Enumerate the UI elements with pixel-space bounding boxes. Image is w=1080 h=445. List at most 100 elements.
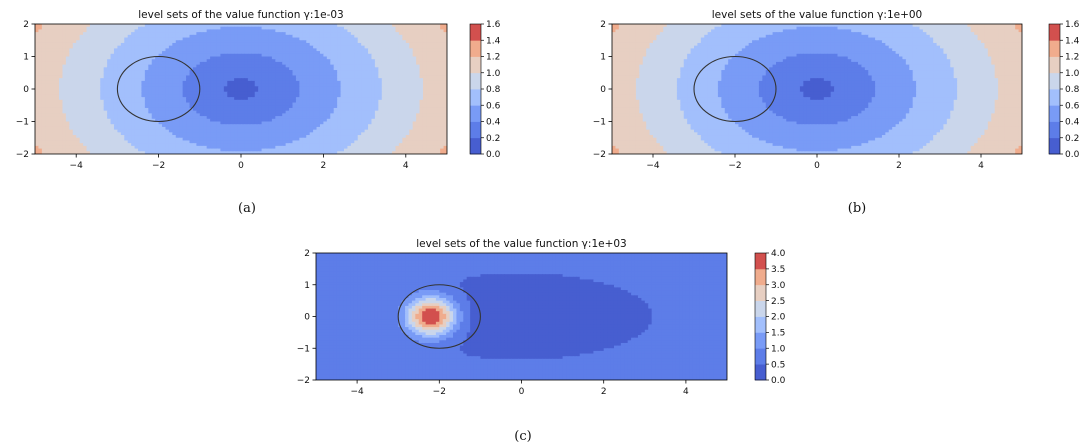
contour-cell xyxy=(162,94,167,98)
contour-cell xyxy=(69,91,74,96)
contour-cell xyxy=(186,78,191,82)
contour-cell xyxy=(409,34,414,39)
contour-cell xyxy=(45,118,50,123)
contour-cell xyxy=(120,135,125,139)
contour-cell xyxy=(436,45,441,49)
contour-cell xyxy=(203,94,208,98)
contour-cell xyxy=(306,129,311,133)
contour-cell xyxy=(151,40,156,44)
contour-cell xyxy=(38,105,43,109)
contour-cell xyxy=(189,91,194,96)
contour-cell xyxy=(223,48,228,52)
contour-cell xyxy=(337,26,342,31)
contour-cell xyxy=(422,113,427,117)
contour-cell xyxy=(141,34,146,39)
contour-cell xyxy=(409,51,414,55)
contour-cell xyxy=(237,124,242,128)
contour-cell xyxy=(148,89,153,93)
contour-cell xyxy=(326,34,331,39)
contour-cell xyxy=(429,126,434,131)
contour-cell xyxy=(175,110,180,114)
contour-cell xyxy=(378,107,383,112)
contour-cell xyxy=(38,124,43,128)
contour-cell xyxy=(302,107,307,112)
contour-cell xyxy=(395,97,400,101)
contour-cell xyxy=(155,126,160,131)
contour-cell xyxy=(405,102,410,106)
contour-cell xyxy=(374,51,379,55)
contour-cell xyxy=(100,51,105,55)
contour-cell xyxy=(282,86,287,90)
contour-cell xyxy=(220,107,225,112)
contour-cell xyxy=(220,45,225,49)
contour-cell xyxy=(275,102,280,106)
contour-cell xyxy=(241,102,246,106)
contour-cell xyxy=(83,83,88,87)
contour-cell xyxy=(258,64,263,68)
contour-cell xyxy=(385,105,390,109)
contour-cell xyxy=(292,107,297,112)
contour-cell xyxy=(182,86,187,90)
contour-cell xyxy=(350,129,355,133)
contour-cell xyxy=(131,135,136,139)
contour-cell xyxy=(213,89,218,93)
contour-cell xyxy=(59,105,64,109)
contour-cell xyxy=(103,107,108,112)
contour-cell xyxy=(223,56,228,60)
contour-cell xyxy=(306,80,311,85)
contour-cell xyxy=(368,121,373,125)
contour-cell xyxy=(172,107,177,112)
contour-cell xyxy=(117,118,122,123)
contour-cell xyxy=(340,51,345,55)
contour-cell xyxy=(395,40,400,44)
contour-cell xyxy=(436,99,441,104)
contour-cell xyxy=(292,110,297,114)
contour-cell xyxy=(337,37,342,41)
contour-cell xyxy=(182,89,187,93)
contour-cell xyxy=(213,32,218,36)
contour-cell xyxy=(275,83,280,87)
contour-cell xyxy=(151,75,156,79)
contour-cell xyxy=(199,61,204,66)
contour-cell xyxy=(223,42,228,47)
contour-cell xyxy=(127,126,132,131)
contour-cell xyxy=(422,67,427,71)
contour-cell xyxy=(223,26,228,31)
contour-cell xyxy=(192,86,197,90)
contour-cell xyxy=(306,126,311,131)
contour-cell xyxy=(247,118,252,123)
contour-cell xyxy=(381,86,386,90)
contour-cell xyxy=(258,113,263,117)
contour-cell xyxy=(422,102,427,106)
contour-cell xyxy=(302,78,307,82)
contour-cell xyxy=(144,91,149,96)
contour-cell xyxy=(244,24,249,28)
contour-cell xyxy=(241,45,246,49)
contour-cell xyxy=(337,121,342,125)
contour-cell xyxy=(103,37,108,41)
contour-cell xyxy=(402,129,407,133)
contour-cell xyxy=(333,83,338,87)
contour-cell xyxy=(422,37,427,41)
contour-cell xyxy=(316,78,321,82)
contour-cell xyxy=(155,99,160,104)
contour-cell xyxy=(168,80,173,85)
contour-cell xyxy=(38,110,43,114)
contour-cell xyxy=(247,107,252,112)
contour-cell xyxy=(354,70,359,74)
contour-cell xyxy=(89,89,94,93)
contour-cell xyxy=(172,91,177,96)
contour-cell xyxy=(433,70,438,74)
contour-cell xyxy=(241,126,246,131)
contour-cell xyxy=(124,48,129,52)
contour-cell xyxy=(429,80,434,85)
contour-cell xyxy=(124,75,129,79)
contour-cell xyxy=(385,124,390,128)
contour-cell xyxy=(412,61,417,66)
contour-cell xyxy=(278,86,283,90)
contour-cell xyxy=(216,42,221,47)
contour-cell xyxy=(182,121,187,125)
contour-cell xyxy=(141,129,146,133)
contour-cell xyxy=(210,86,215,90)
contour-cell xyxy=(86,51,91,55)
